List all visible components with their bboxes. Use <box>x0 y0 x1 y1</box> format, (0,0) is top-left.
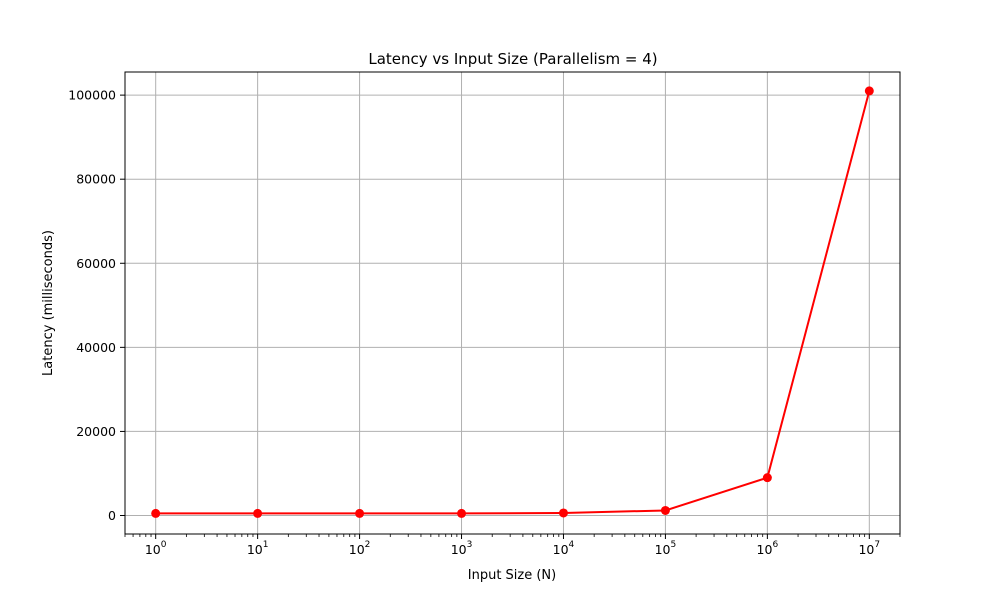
data-point <box>762 473 772 483</box>
chart-title: Latency vs Input Size (Parallelism = 4) <box>368 50 657 68</box>
data-point <box>355 508 365 518</box>
y-axis-label: Latency (milliseconds) <box>41 230 56 376</box>
x-tick-label: 101 <box>247 540 269 557</box>
y-tick-label: 60000 <box>76 256 116 271</box>
data-point <box>253 508 263 518</box>
x-tick-label-base: 10 <box>553 542 569 557</box>
data-point <box>558 508 568 518</box>
x-tick-label: 105 <box>655 540 677 557</box>
x-tick-label-base: 10 <box>145 542 161 557</box>
x-tick-label: 103 <box>451 540 473 557</box>
x-tick-label-exponent: 7 <box>874 540 880 550</box>
y-tick-label: 100000 <box>68 88 116 103</box>
x-axis-label: Input Size (N) <box>468 568 556 583</box>
data-point <box>660 505 670 515</box>
data-point <box>457 508 467 518</box>
series-line <box>155 90 871 515</box>
x-tick-label: 106 <box>757 540 779 557</box>
x-tick-label: 100 <box>145 540 167 557</box>
x-tick-label-base: 10 <box>858 542 874 557</box>
x-tick-label-exponent: 4 <box>569 540 575 550</box>
x-tick-label-base: 10 <box>349 542 365 557</box>
series-layer <box>151 86 874 518</box>
data-point <box>864 86 874 96</box>
x-tick-label-exponent: 5 <box>671 540 677 550</box>
x-tick-label-exponent: 6 <box>772 540 778 550</box>
y-tick-label: 0 <box>108 508 116 523</box>
x-tick-label-exponent: 2 <box>365 540 371 550</box>
y-tick-label: 40000 <box>76 340 116 355</box>
x-tick-label-base: 10 <box>247 542 263 557</box>
y-tick-label: 20000 <box>76 424 116 439</box>
data-point <box>151 508 161 518</box>
x-tick-label: 107 <box>858 540 880 557</box>
grid-lines <box>125 72 900 534</box>
x-tick-label: 102 <box>349 540 371 557</box>
x-tick-label-exponent: 1 <box>263 540 269 550</box>
y-tick-label: 80000 <box>76 172 116 187</box>
plot-frame <box>124 71 901 535</box>
x-tick-label-base: 10 <box>757 542 773 557</box>
x-tick-label-base: 10 <box>451 542 467 557</box>
x-tick-label-exponent: 3 <box>467 540 473 550</box>
x-tick-label-exponent: 0 <box>161 540 167 550</box>
axis-ticks: 100 101 102 103 104 105 106 1070200004000060000… <box>68 88 901 557</box>
x-tick-label-base: 10 <box>655 542 671 557</box>
x-tick-label: 104 <box>553 540 575 557</box>
